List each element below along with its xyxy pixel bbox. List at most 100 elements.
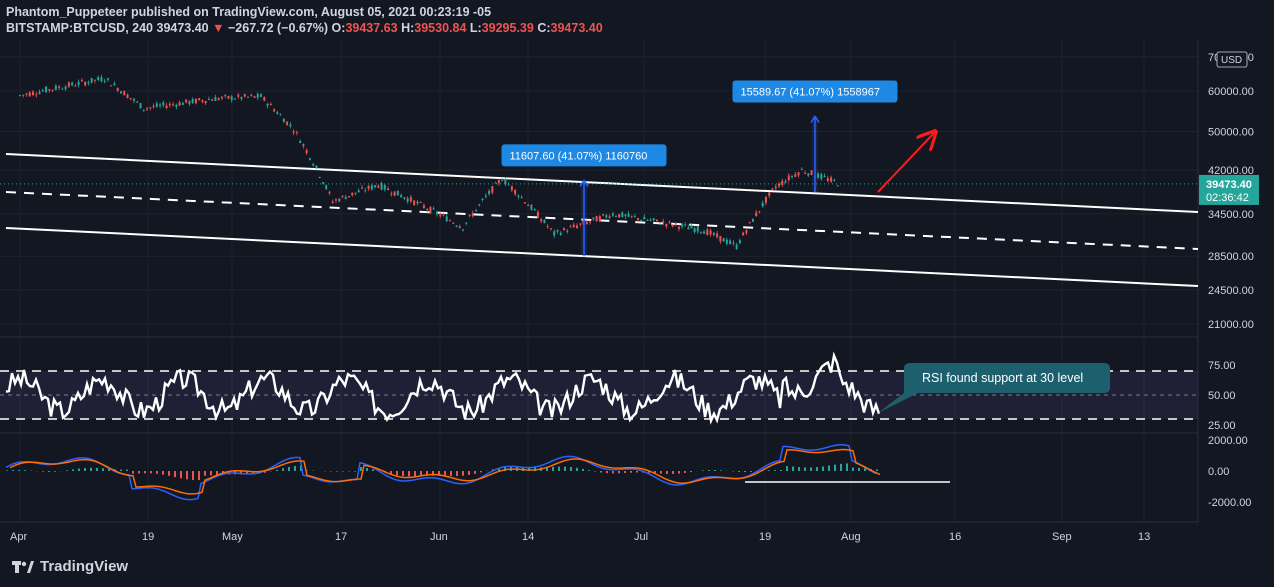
candle-body <box>510 186 513 190</box>
candle-body <box>41 90 44 92</box>
candle-body <box>185 99 188 103</box>
current-price-box <box>1199 174 1259 205</box>
candle-body <box>201 100 204 102</box>
candle-body <box>556 229 559 232</box>
candle-body <box>497 180 500 184</box>
high-value: 39530.84 <box>414 21 467 35</box>
macd-hist-bar <box>132 471 134 474</box>
macd-hist-bar <box>660 471 662 474</box>
high-label: H: <box>401 21 415 35</box>
candle-body <box>22 94 25 96</box>
macd-hist-bar <box>288 466 290 471</box>
macd-hist-bar <box>54 471 56 472</box>
macd-hist-bar <box>264 471 266 473</box>
macd-hist-bar <box>102 468 104 471</box>
macd-hist-bar <box>714 470 716 471</box>
candle-body <box>233 98 236 100</box>
tradingview-logo-icon <box>12 560 34 573</box>
annotation-callout <box>878 363 1110 413</box>
candle-body <box>48 89 51 91</box>
macd-hist-bar <box>408 471 410 477</box>
candle-body <box>282 119 285 123</box>
candle-body <box>517 195 520 197</box>
macd-hist-bar <box>846 463 848 471</box>
rsi-pane: RSI found support at 30 level <box>0 351 1198 425</box>
footer-brand: TradingView <box>12 558 128 575</box>
macd-hist-bar <box>18 469 20 471</box>
macd-hist-bar <box>606 471 608 474</box>
macd-hist-bar <box>798 467 800 471</box>
macd-hist-bar <box>210 471 212 476</box>
candle-body <box>315 165 318 169</box>
annotation-text: RSI found support at 30 level <box>922 371 1083 385</box>
macd-hist-bar <box>582 468 584 471</box>
time-label-5: 14 <box>522 531 534 543</box>
candle-body <box>735 244 738 250</box>
macd-hist-bar <box>144 471 146 474</box>
candle-body <box>188 100 191 105</box>
candle-body <box>348 195 351 197</box>
macd-hist-bar <box>648 471 650 473</box>
candle-body <box>276 112 279 115</box>
channel-mid <box>5 191 1199 250</box>
candle-body <box>709 230 712 235</box>
macd-tick-2: -2000.00 <box>1208 497 1251 509</box>
candle-body <box>774 186 777 189</box>
candle-body <box>690 225 693 229</box>
candle-body <box>321 182 324 184</box>
macd-hist-bar <box>456 471 458 477</box>
macd-hist-bar <box>120 469 122 471</box>
candle-body <box>729 240 732 245</box>
candle-body <box>305 150 308 154</box>
candle-body <box>413 200 416 206</box>
candle-body <box>90 77 93 83</box>
time-label-10: Sep <box>1052 531 1072 543</box>
candle-body <box>58 86 61 89</box>
candle-body <box>357 190 360 193</box>
candle-body <box>572 224 575 228</box>
candle-body <box>797 172 800 176</box>
time-label-2: May <box>222 531 243 543</box>
candle-body <box>400 195 403 198</box>
candle-body <box>527 205 530 207</box>
candle-body <box>133 98 136 101</box>
candle-body <box>162 102 165 106</box>
macd-hist-bar <box>138 471 140 474</box>
candle-body <box>181 102 184 105</box>
candle-body <box>687 227 690 230</box>
macd-hist-bar <box>444 471 446 476</box>
macd-hist-bar <box>186 471 188 480</box>
last-price: 39473.40 <box>156 21 209 35</box>
candle-body <box>471 212 474 217</box>
candle-body <box>289 124 292 127</box>
candle-body <box>422 205 425 208</box>
candle-body <box>207 99 210 101</box>
candle-body <box>87 82 90 84</box>
time-label-11: 13 <box>1138 531 1150 543</box>
down-arrow-icon: ▼ <box>212 21 225 35</box>
candle-body <box>671 224 674 227</box>
rsi-tick-2: 25.00 <box>1208 420 1236 432</box>
candle-body <box>719 235 722 242</box>
candle-body <box>699 231 702 233</box>
candle-body <box>462 229 465 231</box>
candle-body <box>585 221 588 225</box>
candle-body <box>681 224 684 227</box>
candle-body <box>589 221 592 223</box>
time-label-8: Aug <box>841 531 861 543</box>
macd-hist-bar <box>162 471 164 475</box>
candle-body <box>308 158 311 160</box>
macd-hist-bar <box>126 469 128 471</box>
currency-badge-box <box>1216 51 1248 68</box>
measure-arrow-1 <box>810 115 820 123</box>
macd-hist-bar <box>672 471 674 474</box>
macd-hist-bar <box>12 470 14 471</box>
candle-body <box>256 93 259 98</box>
candle-body <box>383 184 386 190</box>
macd-hist-bar <box>462 471 464 476</box>
macd-hist-bar <box>852 467 854 471</box>
candle-body <box>220 96 223 99</box>
candle-body <box>823 175 826 177</box>
candle-body <box>370 185 373 190</box>
